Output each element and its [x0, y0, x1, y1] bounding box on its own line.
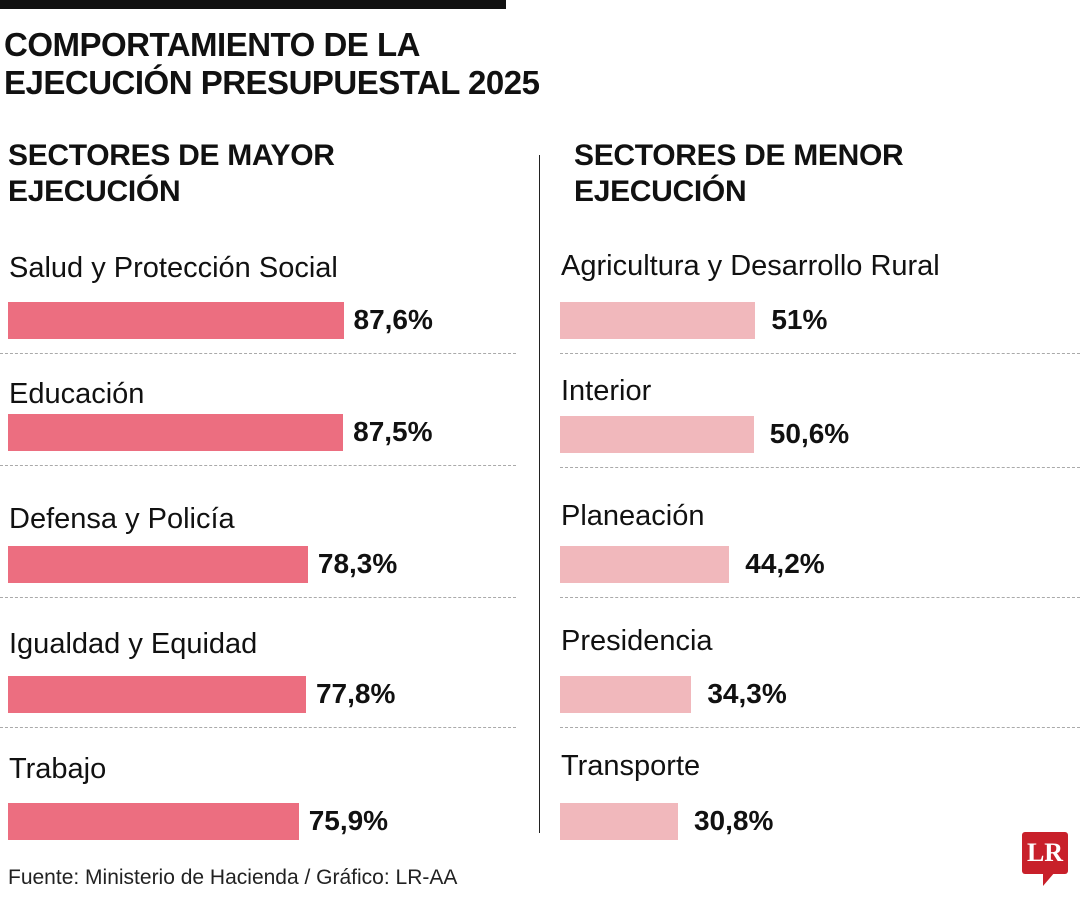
row-separator	[0, 597, 516, 598]
value-label: 77,8%	[315, 678, 396, 709]
category-label: Interior	[561, 375, 652, 407]
category-label: Salud y Protección Social	[9, 252, 338, 284]
row-separator	[0, 727, 516, 728]
bar	[560, 416, 754, 453]
value-label: 78,3%	[317, 548, 398, 579]
right-title-line-2: EJECUCIÓN	[574, 175, 747, 208]
lr-logo: LR	[1022, 832, 1068, 874]
value-label: 44,2%	[745, 548, 825, 579]
bar	[560, 302, 756, 339]
value-label: 87,6%	[353, 304, 433, 335]
row-separator	[560, 597, 1080, 598]
value-label: 87,5%	[353, 416, 433, 447]
bar	[8, 414, 344, 451]
category-label: Agricultura y Desarrollo Rural	[561, 250, 940, 282]
bar	[8, 302, 344, 339]
value-label: 50,6%	[769, 418, 850, 449]
left-title-line-1: SECTORES DE MAYOR	[8, 139, 335, 172]
row-separator	[0, 353, 516, 354]
lr-logo-tail	[1043, 872, 1055, 886]
value-label: 30,8%	[693, 805, 774, 836]
column-divider	[539, 155, 540, 833]
left-panel-title: SECTORES DE MAYOR EJECUCIÓN	[8, 138, 335, 210]
value-label: 34,3%	[707, 678, 787, 709]
category-label: Presidencia	[561, 625, 713, 657]
row-separator	[0, 465, 516, 466]
bar	[560, 546, 730, 583]
row-separator	[560, 727, 1080, 728]
bar	[8, 676, 306, 713]
value-label: 51%	[771, 304, 828, 335]
right-panel-title: SECTORES DE MENOR EJECUCIÓN	[574, 138, 904, 210]
category-label: Igualdad y Equidad	[9, 628, 258, 660]
category-label: Planeación	[561, 500, 705, 532]
row-separator	[560, 353, 1080, 354]
bar	[8, 803, 299, 840]
category-label: Defensa y Policía	[9, 503, 235, 535]
source-note: Fuente: Ministerio de Hacienda / Gráfico…	[8, 866, 458, 889]
title-line-1: COMPORTAMIENTO DE LA	[4, 26, 420, 63]
top-rule	[0, 0, 506, 9]
chart-title: COMPORTAMIENTO DE LA EJECUCIÓN PRESUPUES…	[4, 26, 544, 102]
row-separator	[560, 467, 1080, 468]
category-label: Transporte	[561, 750, 701, 782]
category-label: Educación	[9, 378, 145, 410]
bar	[560, 803, 678, 840]
bar	[560, 676, 692, 713]
category-label: Trabajo	[9, 753, 107, 785]
title-line-2: EJECUCIÓN PRESUPUESTAL 2025	[4, 64, 540, 101]
right-title-line-1: SECTORES DE MENOR	[574, 139, 904, 172]
left-title-line-2: EJECUCIÓN	[8, 175, 181, 208]
value-label: 75,9%	[308, 805, 389, 836]
bar	[8, 546, 308, 583]
